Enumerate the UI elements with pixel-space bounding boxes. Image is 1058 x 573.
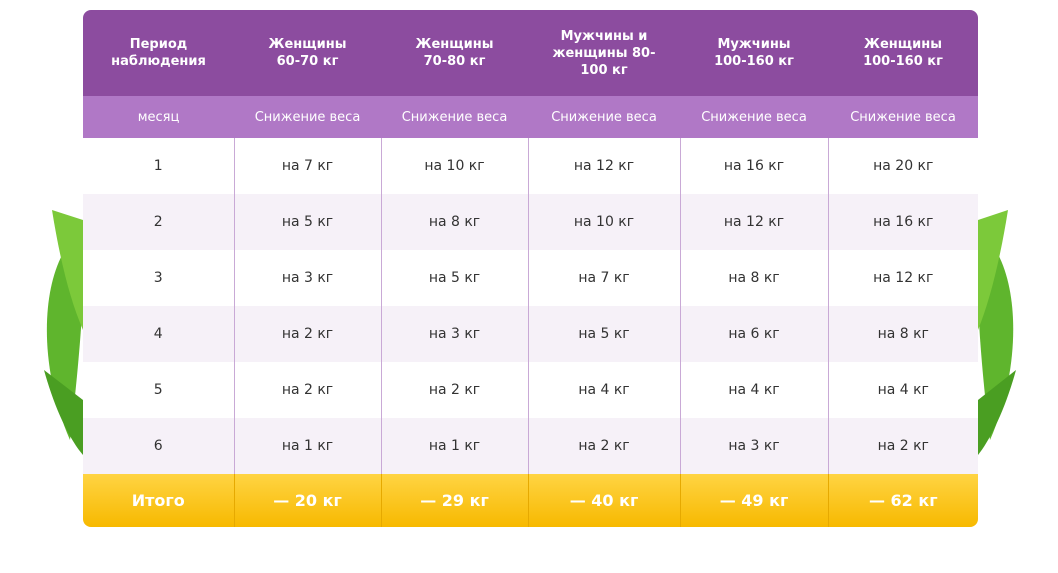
data-row-cell: на 3 кг: [679, 418, 828, 474]
data-row-cell: на 3 кг: [380, 306, 528, 362]
total-row-cell: — 20 кг: [233, 474, 381, 527]
data-row-cell: на 8 кг: [679, 250, 828, 306]
data-row-cell: на 2 кг: [233, 306, 381, 362]
leaf-left: [52, 210, 83, 330]
data-row-cell: на 10 кг: [527, 194, 680, 250]
data-row-cell: 1: [83, 138, 234, 194]
data-row-cell: на 8 кг: [380, 194, 528, 250]
data-row-cell: 4: [83, 306, 234, 362]
table-container: Период наблюдения Женщины 60-70 кг Женщины…: [83, 10, 978, 527]
data-row-cell: на 5 кг: [233, 194, 381, 250]
total-row-cell: — 40 кг: [527, 474, 680, 527]
subheader-row-cell: Снижение веса: [234, 96, 381, 138]
data-row-cell: на 16 кг: [679, 138, 828, 194]
total-row-cell: Итого: [83, 474, 234, 527]
header-row-cell: Период наблюдения: [83, 10, 234, 96]
data-row-cell: на 12 кг: [679, 194, 828, 250]
subheader-row-cell: Снижение веса: [828, 96, 978, 138]
data-row-cell: 2: [83, 194, 234, 250]
data-row-cell: на 10 кг: [380, 138, 528, 194]
data-row-cell: 6: [83, 418, 234, 474]
leaf-left: [44, 370, 83, 455]
header-row-cell: Мужчины 100-160 кг: [680, 10, 828, 96]
data-row-cell: на 7 кг: [527, 250, 680, 306]
data-row: 1 на 7 кг на 10 кг на 12 кг на 16 кг на 20 кг: [83, 138, 978, 194]
leaf-right: [978, 370, 1016, 455]
data-row-cell: на 2 кг: [380, 362, 528, 418]
total-row: Итого — 20 кг — 29 кг — 40 кг — 49 кг — 62 кг: [83, 474, 978, 527]
data-row: 3 на 3 кг на 5 кг на 7 кг на 8 кг на 12 кг: [83, 250, 978, 306]
leaf-right: [978, 210, 1008, 330]
data-row-cell: на 6 кг: [679, 306, 828, 362]
data-row: 6 на 1 кг на 1 кг на 2 кг на 3 кг на 2 кг: [83, 418, 978, 474]
data-row-cell: на 7 кг: [233, 138, 381, 194]
header-row: Период наблюдения Женщины 60-70 кг Женщины…: [83, 10, 978, 96]
data-row: 2 на 5 кг на 8 кг на 10 кг на 12 кг на 16 кг: [83, 194, 978, 250]
data-row-cell: на 12 кг: [827, 250, 978, 306]
subheader-row-cell: Снижение веса: [381, 96, 528, 138]
header-row-cell: Женщины 60-70 кг: [234, 10, 381, 96]
header-row-cell: Женщины 70-80 кг: [381, 10, 528, 96]
data-row: 5 на 2 кг на 2 кг на 4 кг на 4 кг на 4 кг: [83, 362, 978, 418]
total-row-cell: — 29 кг: [380, 474, 528, 527]
subheader-row-cell: месяц: [83, 96, 234, 138]
subheader-row-cell: Снижение веса: [680, 96, 828, 138]
data-row-cell: на 12 кг: [527, 138, 680, 194]
total-row-cell: — 49 кг: [679, 474, 828, 527]
data-row-cell: на 3 кг: [233, 250, 381, 306]
data-row-cell: на 4 кг: [527, 362, 680, 418]
subheader-row-cell: Снижение веса: [528, 96, 680, 138]
subheader-row: месяц Снижение веса Снижение веса Снижение …: [83, 96, 978, 138]
header-row-cell: Женщины 100-160 кг: [828, 10, 978, 96]
data-row-cell: на 8 кг: [827, 306, 978, 362]
data-row-cell: на 16 кг: [827, 194, 978, 250]
data-row-cell: на 1 кг: [380, 418, 528, 474]
data-row-cell: на 4 кг: [827, 362, 978, 418]
data-row-cell: на 5 кг: [527, 306, 680, 362]
total-row-cell: — 62 кг: [827, 474, 978, 527]
data-row-cell: на 20 кг: [827, 138, 978, 194]
data-row-cell: на 2 кг: [827, 418, 978, 474]
weight-loss-table: Период наблюдения Женщины 60-70 кг Женщины…: [83, 10, 978, 527]
header-row-cell: Мужчины и женщины 80-100 кг: [528, 10, 680, 96]
data-row-cell: 3: [83, 250, 234, 306]
data-row-cell: на 1 кг: [233, 418, 381, 474]
data-row-cell: на 2 кг: [527, 418, 680, 474]
data-row-cell: 5: [83, 362, 234, 418]
data-row-cell: на 2 кг: [233, 362, 381, 418]
data-row: 4 на 2 кг на 3 кг на 5 кг на 6 кг на 8 кг: [83, 306, 978, 362]
data-row-cell: на 5 кг: [380, 250, 528, 306]
data-row-cell: на 4 кг: [679, 362, 828, 418]
